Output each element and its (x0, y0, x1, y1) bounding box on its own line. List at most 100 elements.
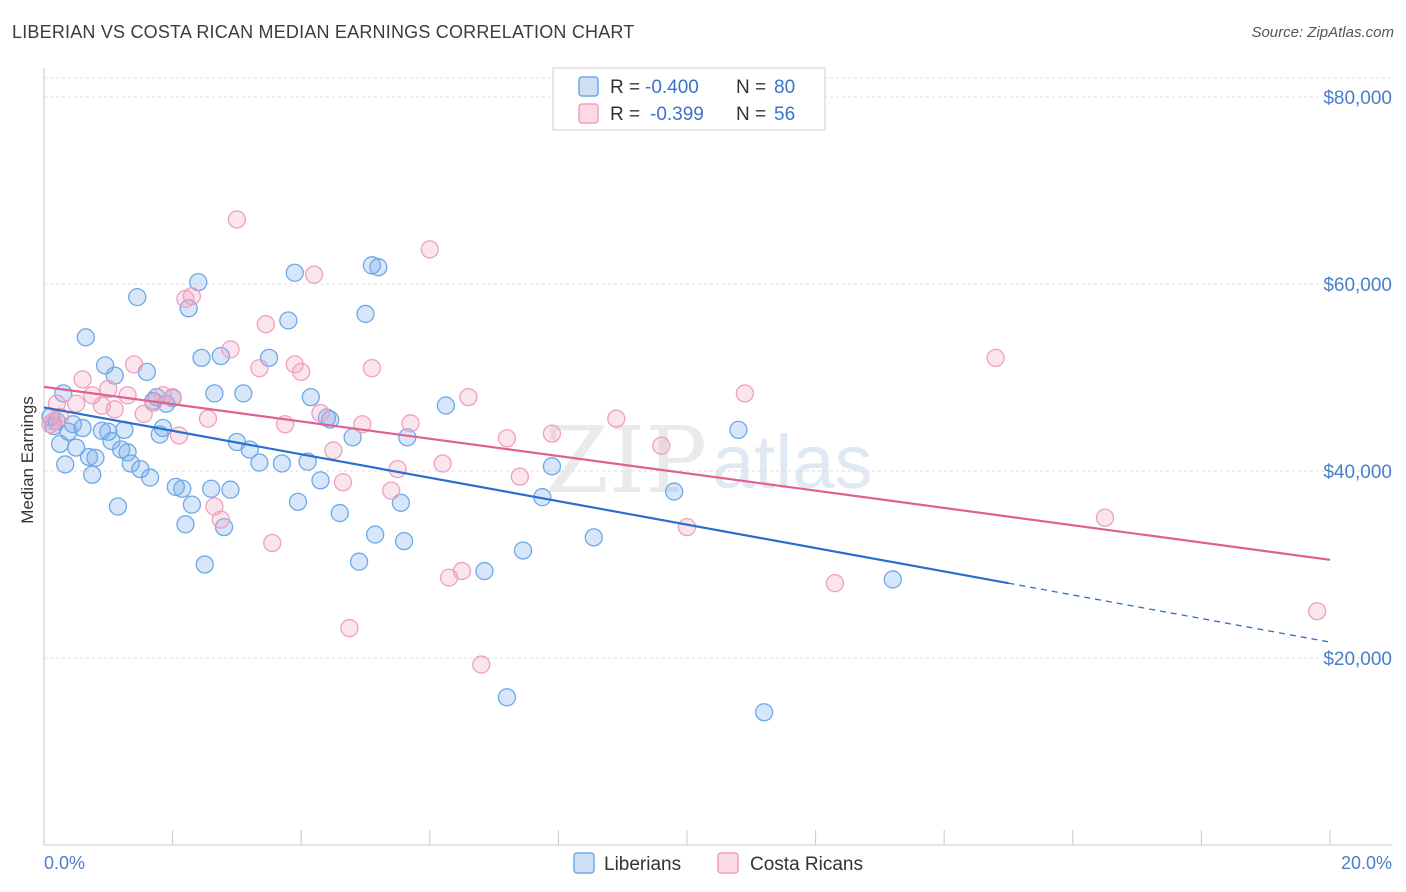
liberian-point-42 (202, 479, 221, 498)
bottom-legend-label-costa-ricans: Costa Ricans (750, 854, 863, 875)
liberian-point-48 (234, 384, 253, 403)
costa-rican-point-21 (211, 510, 230, 529)
liberian-trend-line (43, 406, 1009, 585)
bottom-legend-label-liberians: Liberians (604, 854, 681, 875)
costa-rican-point-11 (124, 355, 144, 374)
costa-rican-point-44 (459, 387, 478, 407)
liberian-point-24 (128, 287, 147, 307)
liberian-point-41 (195, 555, 214, 574)
costa-rican-point-10 (118, 386, 137, 405)
y-tick-labels: $20,000 $40,000 $60,000 $80,000 (1323, 88, 1392, 670)
bottom-legend-swatch-liberians (573, 852, 595, 874)
liberian-point-63 (349, 552, 369, 571)
x-ticks (43, 830, 1331, 845)
liberian-point-46 (221, 480, 240, 499)
liberian-point-52 (272, 454, 292, 473)
costa-rican-point-5 (73, 370, 92, 389)
liberian-point-44 (211, 346, 230, 366)
chart-title: LIBERIAN VS COSTA RICAN MEDIAN EARNINGS … (12, 22, 635, 42)
costa-rican-point-48 (542, 424, 562, 443)
costa-rican-point-54 (986, 348, 1005, 368)
liberian-point-11 (79, 447, 99, 467)
costa-rican-point-25 (256, 315, 275, 334)
source-credit: Source: ZipAtlas.com (1251, 24, 1394, 41)
liberian-point-61 (330, 503, 349, 523)
costa-rican-point-46 (497, 429, 517, 448)
liberian-point-81 (883, 570, 902, 589)
liberian-point-54 (285, 263, 304, 282)
series-legend: Liberians Costa Ricans (573, 852, 863, 875)
costa-rican-point-32 (324, 441, 343, 460)
liberian-point-40 (192, 348, 211, 368)
liberian-point-65 (365, 525, 385, 544)
liberian-point-80 (755, 703, 774, 722)
liberian-point-10 (76, 328, 95, 347)
liberian-point-50 (250, 453, 269, 472)
legend-n-value-2: 56 (774, 104, 795, 125)
costa-rican-point-24 (250, 358, 269, 378)
costa-rican-point-50 (652, 436, 671, 455)
liberian-point-67 (369, 258, 388, 277)
liberian-point-19 (108, 497, 128, 516)
legend-swatch-costa-ricans (578, 103, 599, 124)
costa-rican-point-8 (99, 379, 118, 398)
liberian-point-77 (584, 528, 603, 547)
costa-rican-point-45 (472, 655, 491, 674)
x-tick-label-max: 20.0% (1341, 853, 1392, 873)
costa-rican-point-31 (311, 403, 330, 423)
liberian-point-38 (182, 495, 202, 514)
watermark-zip: ZIP (545, 407, 707, 514)
costa-rican-point-18 (182, 287, 202, 306)
liberian-point-35 (173, 479, 192, 498)
costa-rican-point-47 (510, 467, 529, 486)
liberian-point-34 (166, 477, 185, 497)
costa-rican-point-29 (292, 362, 311, 382)
costa-rican-point-51 (677, 517, 697, 537)
costa-rican-point-16 (169, 426, 189, 445)
series-liberians-points (41, 256, 902, 722)
x-tick-label-min: 0.0% (44, 853, 85, 873)
liberian-point-22 (118, 443, 137, 462)
liberian-point-74 (513, 541, 533, 560)
legend-r-value-1: -0.400 (645, 77, 699, 98)
liberian-point-23 (121, 454, 140, 473)
legend-swatch-liberians (578, 76, 599, 97)
liberian-point-36 (176, 515, 195, 534)
liberian-point-79 (729, 420, 748, 440)
liberian-point-57 (301, 387, 320, 407)
liberian-point-69 (394, 531, 414, 551)
y-tick-label-60000: $60,000 (1323, 275, 1392, 296)
series-costa-ricans-points (41, 210, 1327, 674)
legend-r-label-2: R = (610, 104, 640, 125)
grid-lines (44, 77, 1392, 659)
y-tick-label-80000: $80,000 (1323, 88, 1392, 109)
costa-rican-point-28 (285, 355, 304, 374)
costa-rican-point-30 (304, 265, 324, 284)
costa-rican-point-43 (452, 561, 472, 581)
liberian-point-5 (56, 455, 75, 474)
liberian-point-8 (67, 438, 86, 457)
legend-r-value-2: -0.399 (650, 104, 704, 125)
costa-rican-point-22 (221, 340, 240, 359)
liberian-point-68 (391, 493, 411, 512)
costa-rican-point-33 (333, 473, 353, 492)
costa-rican-point-55 (1095, 508, 1115, 527)
costa-rican-point-56 (1307, 602, 1327, 621)
bottom-legend-swatch-costa-ricans (717, 852, 739, 874)
legend-n-label-2: N = (736, 104, 766, 125)
liberian-point-53 (279, 311, 298, 330)
costa-rican-point-52 (735, 384, 755, 403)
costa-rican-point-19 (198, 409, 218, 428)
legend-n-value-1: 80 (774, 77, 795, 98)
costa-rican-point-9 (105, 400, 124, 419)
liberian-point-43 (205, 384, 224, 403)
liberian-point-72 (475, 561, 494, 581)
liberian-point-58 (311, 471, 330, 490)
liberian-point-66 (362, 256, 382, 275)
costa-rican-point-37 (382, 481, 401, 500)
liberian-point-55 (288, 492, 308, 512)
costa-rican-trend-line (43, 385, 1331, 561)
costa-rican-point-0 (41, 415, 60, 434)
liberian-point-73 (497, 688, 517, 707)
legend-r-label-1: R = (610, 77, 640, 98)
